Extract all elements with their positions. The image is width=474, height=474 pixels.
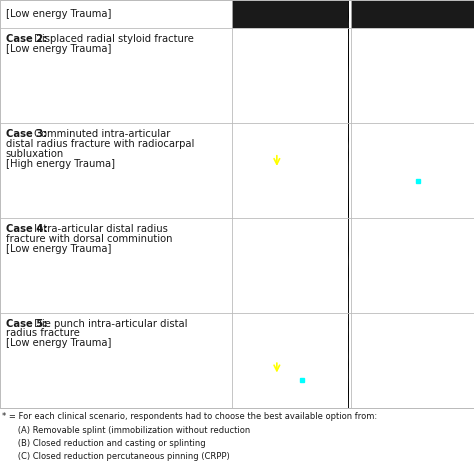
Bar [232,28,348,408]
Text: (B) Closed reduction and casting or splinting: (B) Closed reduction and casting or spli… [2,439,206,448]
Text: [Low energy Trauma]: [Low energy Trauma] [6,244,111,254]
Text: Case 5:: Case 5: [6,319,47,328]
Text: (A) Removable splint (immobilization without reduction: (A) Removable splint (immobilization wit… [2,426,251,435]
Bar [351,28,474,408]
Text: subluxation: subluxation [6,149,64,159]
Text: [High energy Trauma]: [High energy Trauma] [6,159,115,169]
Text: [Low energy Trauma]: [Low energy Trauma] [6,338,111,348]
Bar [0,0,474,408]
Text: [Low energy Trauma]: [Low energy Trauma] [6,44,111,54]
Bar [351,0,474,28]
Bar [232,0,348,28]
Text: distal radius fracture with radiocarpal: distal radius fracture with radiocarpal [6,139,194,149]
Text: [Low energy Trauma]: [Low energy Trauma] [6,9,111,19]
Text: Displaced radial styloid fracture: Displaced radial styloid fracture [30,34,193,44]
Text: radius fracture: radius fracture [6,328,80,338]
Text: fracture with dorsal comminution: fracture with dorsal comminution [6,234,172,244]
Text: Case 4:: Case 4: [6,224,47,234]
Text: Comminuted intra-articular: Comminuted intra-articular [30,129,170,139]
Text: Case 3:: Case 3: [6,129,47,139]
Text: Die punch intra-articular distal: Die punch intra-articular distal [30,319,187,328]
Text: Case 2:: Case 2: [6,34,47,44]
Text: * = For each clinical scenario, respondents had to choose the best available opt: * = For each clinical scenario, responde… [2,412,377,421]
Text: Intra-articular distal radius: Intra-articular distal radius [30,224,167,234]
Text: (C) Closed reduction percutaneous pinning (CRPP): (C) Closed reduction percutaneous pinnin… [2,452,230,461]
